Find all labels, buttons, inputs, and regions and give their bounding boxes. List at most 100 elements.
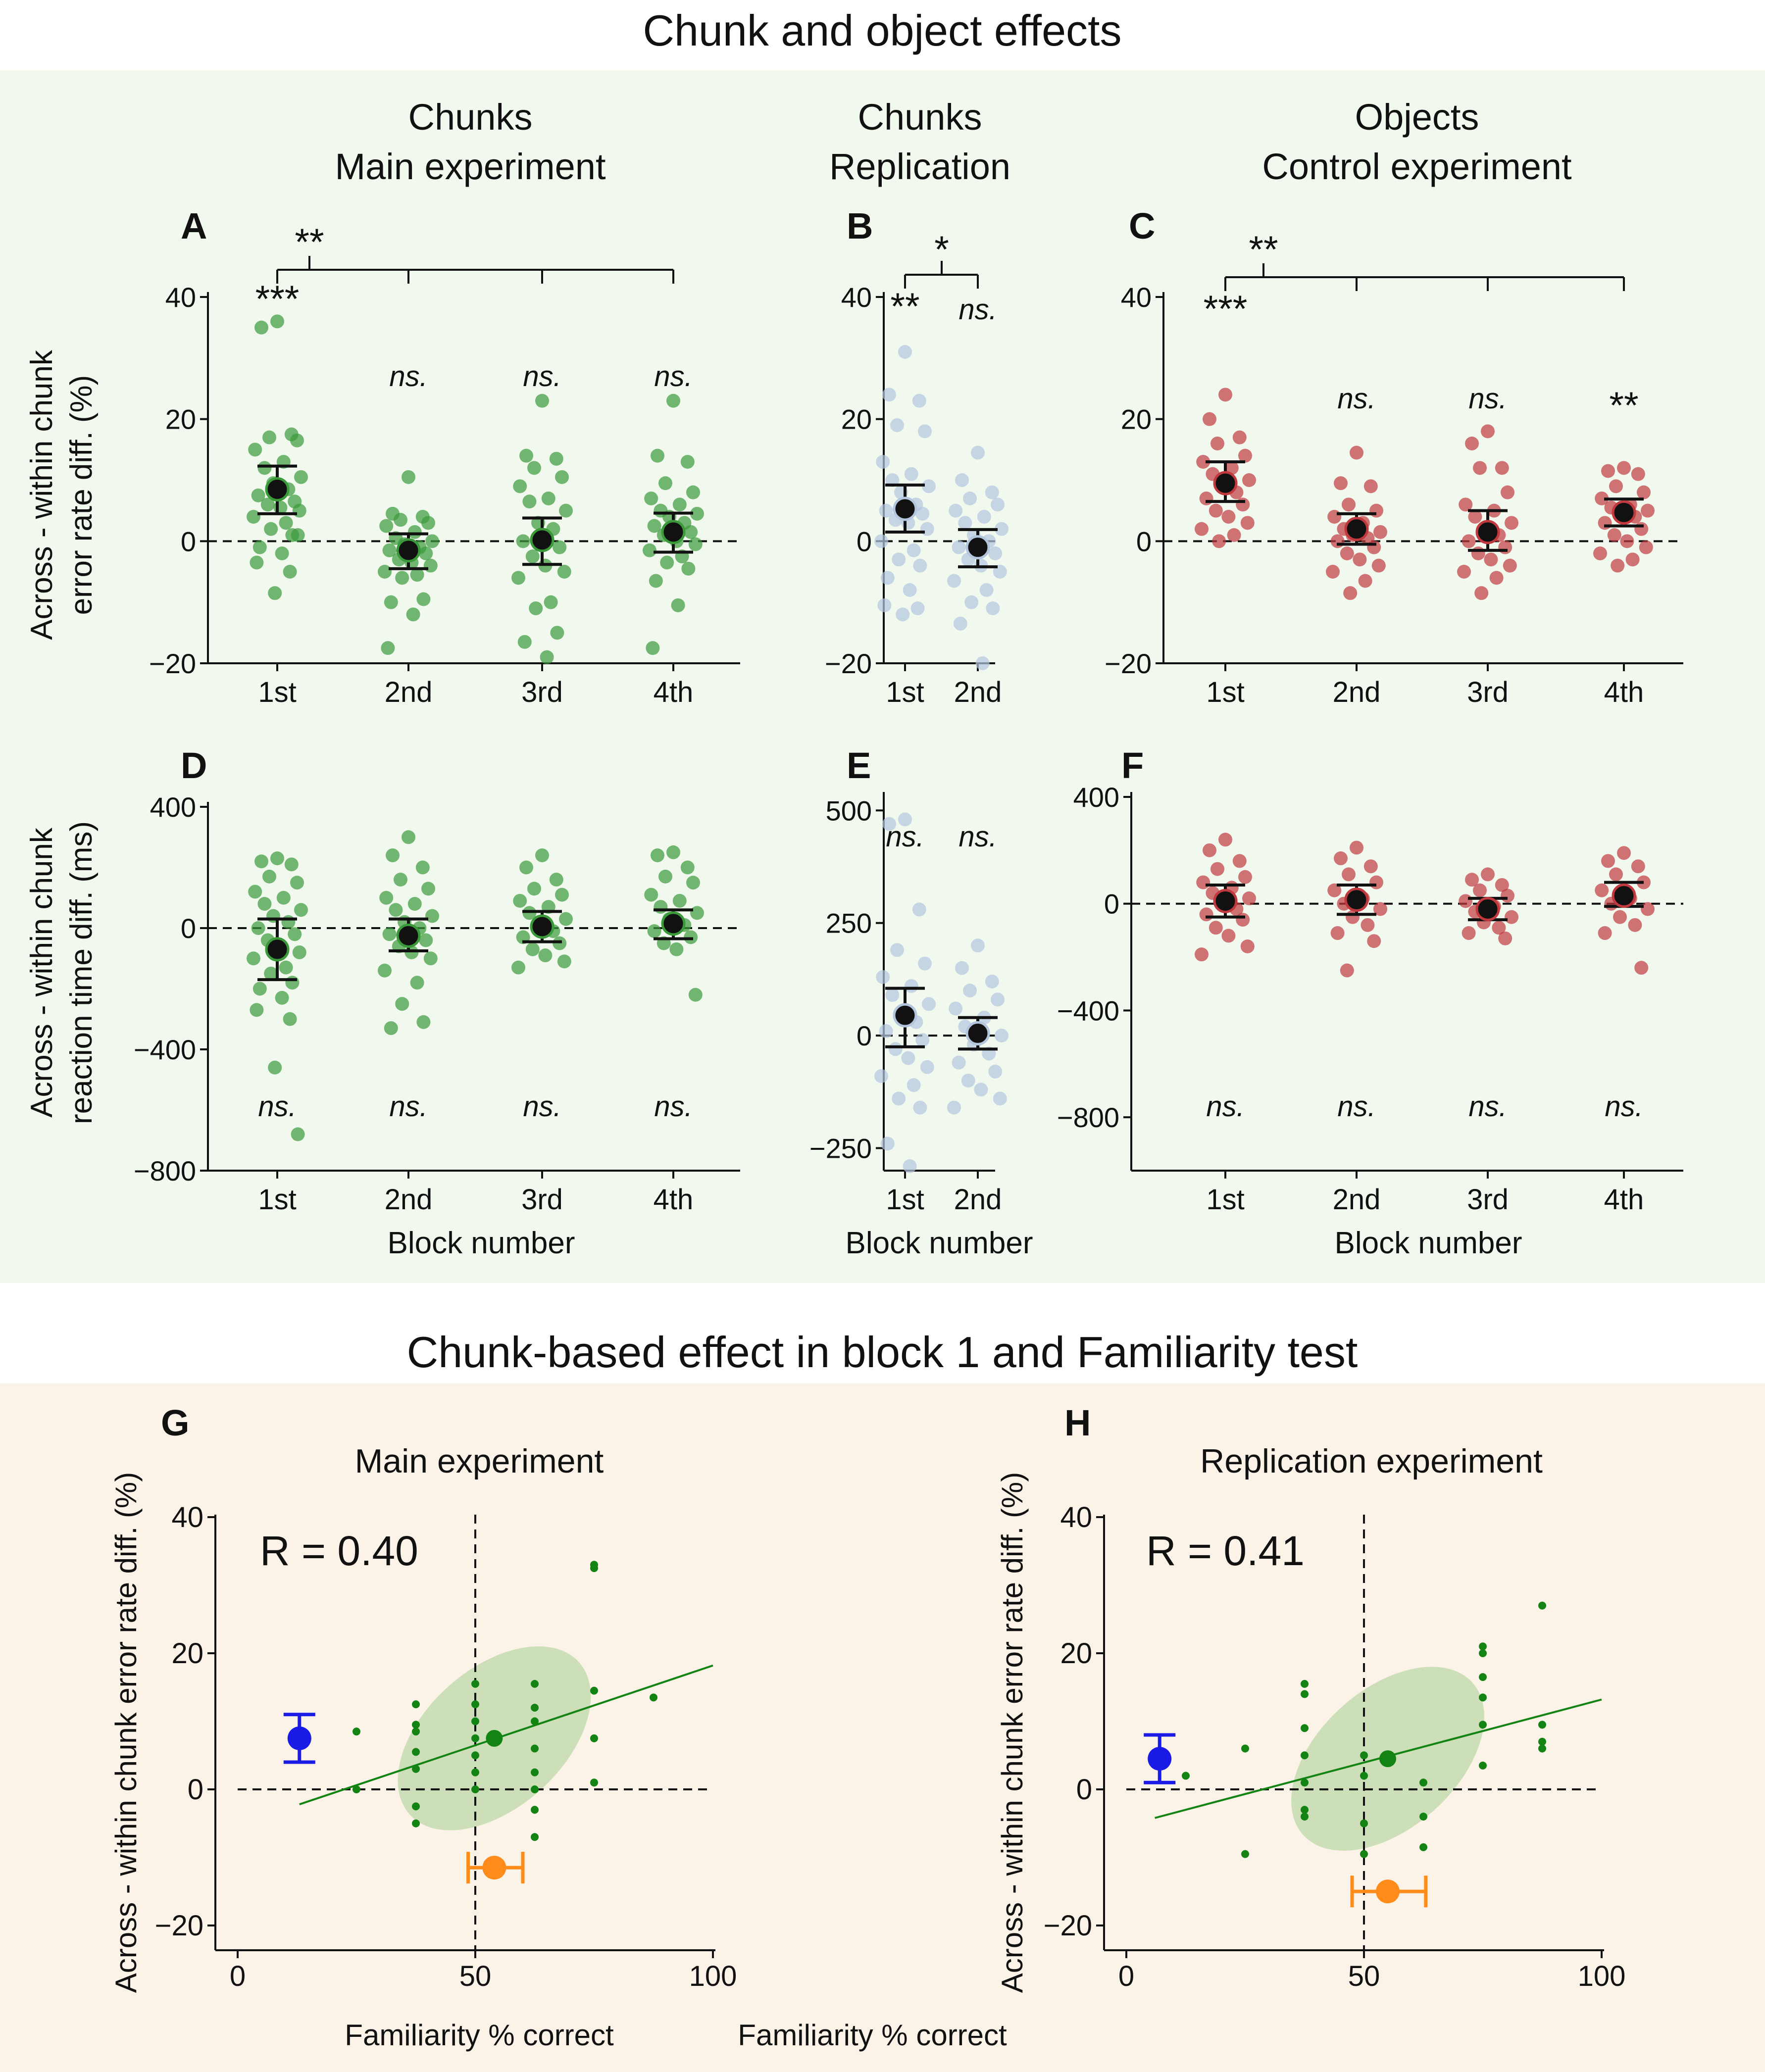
panel-a-x-tick-label: 4th [654,676,694,708]
panel-c-significance-label: ns. [1337,383,1375,415]
panel-d-data-point [688,987,703,1002]
panel-letter-d: D [181,745,207,786]
panel-letter-c: C [1129,205,1155,247]
panel-e-mean-marker [965,1021,990,1046]
panel-d-significance-label: ns. [389,1090,427,1123]
panel-d-data-point [281,915,296,929]
panel-d-data-point [291,1127,305,1141]
panel-d-data-point [262,869,276,884]
panel-f-data-point [1617,846,1631,860]
panel-d-data-point [416,1015,431,1029]
panel-f-data-point [1641,902,1655,916]
panel-b-data-point [955,473,969,487]
panel-f-data-point [1327,883,1342,897]
panel-h-data-point [1360,1751,1368,1760]
panel-a-y-tick-label: 20 [165,404,196,435]
panel-e-data-point [974,1083,988,1097]
panel-b-data-point [920,522,934,536]
panel-g-data-point [531,1744,539,1753]
panel-h-orange-marker [1376,1879,1400,1904]
panel-letter-f: F [1121,745,1144,786]
panel-e-data-point [963,984,977,998]
panel-b-data-point [877,598,892,612]
panel-h-data-point [1301,1778,1309,1787]
panel-h-data-point [1360,1772,1368,1780]
panel-g-centroid-marker [486,1729,503,1747]
panel-g-data-point [531,1785,539,1793]
top-title: Chunk and object effects [643,6,1121,55]
panel-a-data-point [644,492,658,505]
panel-g-data-point [471,1679,479,1688]
panel-f-data-point [1363,859,1378,874]
panel-d-y-tick-label: 400 [150,791,196,823]
panel-b-data-point [975,656,990,670]
panel-d-data-point [644,888,658,902]
panel-h-data-point [1479,1649,1487,1657]
panel-e-data-point [907,1078,921,1092]
panel-e-data-point [988,1064,1003,1079]
panel-c-data-point [1209,503,1223,518]
panel-h-data-point [1479,1673,1487,1681]
panel-c-mean-marker [1213,471,1238,495]
panel-b-data-point [985,485,999,499]
panel-e-y-tick-label: 250 [826,908,872,939]
panel-b-data-point [971,445,985,460]
panel-h-data-point [1301,1813,1309,1821]
panel-b-data-point [880,571,895,585]
panel-c-data-point [1371,558,1386,573]
panel-e-data-point [920,1060,934,1074]
bottom-section-background [0,1383,1765,2072]
panel-f-y-tick-label: 0 [1104,888,1119,920]
panel-d-data-point [394,873,407,887]
panel-d-data-point [275,990,289,1005]
panel-f-significance-label: ns. [1206,1090,1244,1123]
panel-h-data-point [1419,1813,1427,1821]
panel-h-data-point [1538,1601,1546,1610]
panel-f-data-point [1218,833,1232,847]
panel-f-x-tick-label: 4th [1604,1184,1644,1216]
panel-b-data-point [952,540,966,554]
panel-a-data-point [275,546,289,560]
panel-g-data-point [471,1785,479,1793]
panel-c-data-point [1474,586,1489,600]
panel-g-data-point [412,1700,420,1709]
panel-b-data-point [910,601,925,615]
panel-g-y-tick-label: 20 [171,1637,203,1670]
panel-c-data-point [1334,476,1348,491]
panel-g-data-point [412,1721,420,1729]
panel-d-data-point [395,997,409,1011]
panel-d-data-point [525,942,540,956]
panel-d-data-point [248,885,262,899]
panel-d-data-point [686,876,700,890]
panel-f-data-point [1634,961,1649,975]
panel-h-data-point [1301,1690,1309,1698]
panel-e-significance-label: ns. [958,821,997,853]
panel-h-data-point [1301,1724,1309,1732]
panel-b-significance-label: ** [890,286,919,328]
panel-b-data-point [988,546,1003,560]
panel-a-data-point [557,565,571,579]
panel-d-x-tick-label: 1st [258,1184,296,1216]
panel-a-mean-marker [265,477,290,501]
panel-g-data-point [471,1717,479,1726]
column-header-chunks-replication-line2: Replication [829,146,1010,187]
panel-c-data-point [1634,522,1649,536]
panel-e-x-tick-label: 1st [886,1184,924,1216]
panel-h-title: Replication experiment [1200,1442,1543,1480]
panel-e-data-point [888,1042,903,1056]
panel-d-data-point [513,893,527,908]
panel-h-data-point [1419,1778,1427,1787]
panel-d-data-point [419,933,433,947]
panel-c-data-point [1353,552,1367,567]
panel-d-data-point [527,882,541,896]
panel-g-data-point [590,1734,598,1742]
panel-d-data-point [279,960,293,975]
panel-d-mean-marker [661,911,686,936]
panel-e-data-point [874,1069,888,1083]
panel-c-data-point [1637,485,1651,499]
panel-b-data-point [907,543,921,557]
panel-d-data-point [415,860,430,875]
panel-f-data-point [1342,867,1356,882]
panel-e-data-point [882,817,896,831]
panel-d-y-tick-label: 0 [181,913,196,944]
